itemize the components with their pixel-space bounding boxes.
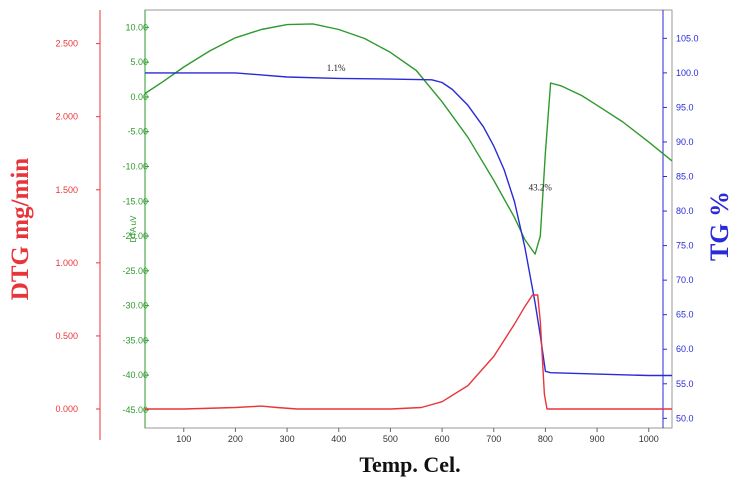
dtg-axis-title: DTG mg/min [7,158,34,300]
x-tick-label: 200 [228,434,243,444]
annotation-layer: 1.1% 43.2% [327,63,553,193]
tg-tick-label: 75.0 [676,241,694,251]
x-tick-label: 800 [538,434,553,444]
ticks-layer: 100 200 300 400 500 600 700 800 900 1000 0.000 0.50… [55,22,698,444]
tg-tick-label: 60.0 [676,344,694,354]
tg-tick-label: 100.0 [676,68,699,78]
dtg-tick-label: 2.000 [55,112,78,122]
dta-tick-label: -5.00 [127,127,148,137]
tg-axis-title: TG % [705,191,734,261]
dta-tick-label: 5.00 [130,57,148,67]
dta-tick-label: -15.00 [122,196,148,206]
x-tick-label: 300 [280,434,295,444]
series-dta-line [144,23,673,255]
x-tick-label: 900 [590,434,605,444]
x-tick-label: 500 [383,434,398,444]
dta-axis-title: DTA uV [129,215,138,243]
tg-tick-label: 70.0 [676,275,694,285]
tg-tick-label: 85.0 [676,172,694,182]
dtg-tick-label: 1.500 [55,185,78,195]
dta-tick-label: -35.00 [122,335,148,345]
mass-loss-annotation: 43.2% [529,182,553,192]
series-dtg-line [145,294,672,410]
x-tick-label: 600 [435,434,450,444]
x-axis-title: Temp. Cel. [359,452,460,477]
tg-tick-label: 65.0 [676,310,694,320]
dtg-tick-label: 0.000 [55,404,78,414]
tg-tick-label: 90.0 [676,137,694,147]
dtg-tick-label: 1.000 [55,258,78,268]
x-tick-label: 100 [176,434,191,444]
dtg-tick-label: 0.500 [55,331,78,341]
tg-tick-label: 55.0 [676,379,694,389]
dta-tick-label: -45.00 [122,405,148,415]
tg-tick-label: 50.0 [676,413,694,423]
series-tg-line [145,72,672,377]
tg-tick-label: 95.0 [676,102,694,112]
dta-tick-label: -40.00 [122,370,148,380]
dta-tick-label: -10.00 [122,161,148,171]
dta-tick-label: -20.00 [122,231,148,241]
x-tick-label: 400 [331,434,346,444]
dta-tick-label: 10.00 [125,22,148,32]
dta-tick-label: -30.00 [122,301,148,311]
dtg-tick-label: 2.500 [55,39,78,49]
mass-loss-annotation: 1.1% [327,63,346,73]
tg-tick-label: 80.0 [676,206,694,216]
tg-tick-label: 105.0 [676,33,699,43]
x-tick-label: 1000 [639,434,659,444]
dta-tick-label: 0.00 [130,92,148,102]
dta-tick-label: -25.00 [122,266,148,276]
x-tick-label: 700 [486,434,501,444]
series-layer [144,23,673,410]
